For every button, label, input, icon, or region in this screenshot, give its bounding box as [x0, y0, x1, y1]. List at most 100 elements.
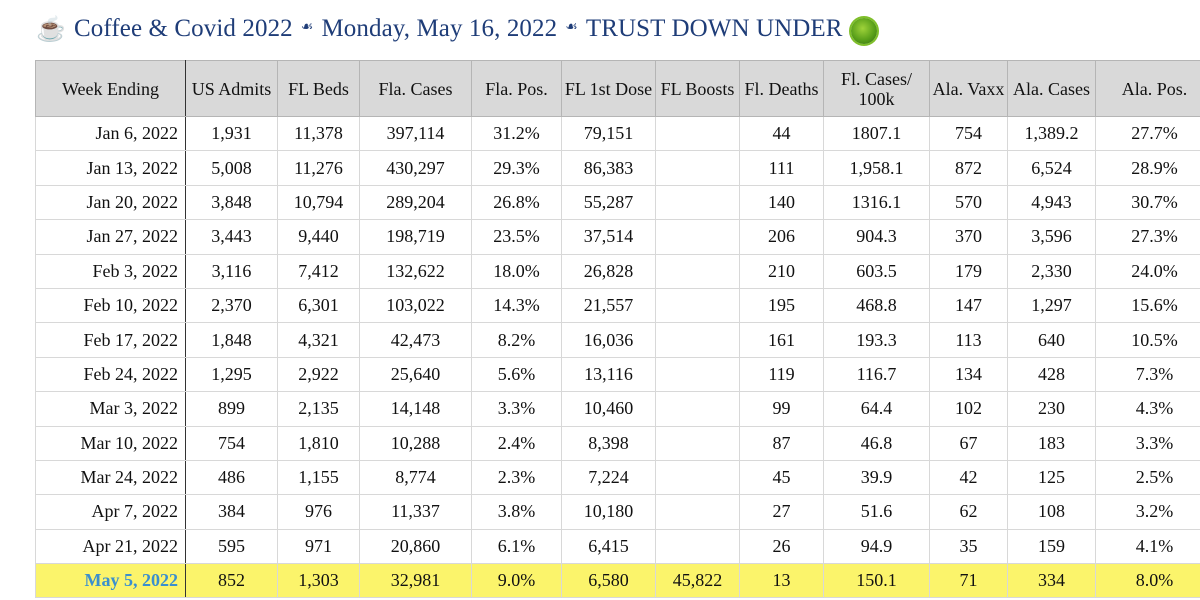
table-cell: 640 — [1007, 322, 1096, 358]
table-cell — [655, 253, 740, 289]
table-cell: 2.4% — [471, 425, 562, 461]
table-cell: 210 — [739, 253, 824, 289]
table-cell: 3.3% — [1095, 425, 1200, 461]
table-cell: 430,297 — [359, 150, 472, 186]
table-cell: 1,155 — [277, 459, 360, 496]
table-cell: 25,640 — [359, 356, 472, 393]
table-cell: 35 — [929, 528, 1008, 565]
column-header: FL Boosts — [655, 60, 740, 117]
table-cell — [655, 287, 740, 324]
table-cell: 971 — [277, 528, 360, 565]
table-cell: 4,943 — [1007, 184, 1096, 221]
table-row: Feb 3, 2022 3,116 7,412 132,622 18.0% 26,828 2… — [35, 253, 1200, 289]
table-cell: 150.1 — [823, 563, 930, 599]
table-cell: 1,295 — [185, 356, 278, 393]
table-cell: 147 — [929, 287, 1008, 324]
table-cell: 6,415 — [561, 528, 656, 565]
table-cell: 94.9 — [823, 528, 930, 565]
week-ending-cell: Apr 21, 2022 — [35, 528, 186, 565]
table-cell: 1,389.2 — [1007, 115, 1096, 152]
table-cell: 6,580 — [561, 563, 656, 599]
table-cell: 4.1% — [1095, 528, 1200, 565]
table-cell: 428 — [1007, 356, 1096, 393]
table-cell: 29.3% — [471, 150, 562, 186]
table-cell: 289,204 — [359, 184, 472, 221]
table-cell: 15.6% — [1095, 287, 1200, 324]
table-cell: 8,774 — [359, 459, 472, 496]
week-ending-cell: Mar 24, 2022 — [35, 459, 186, 496]
table-cell: 1,958.1 — [823, 150, 930, 186]
table-cell: 370 — [929, 219, 1008, 255]
table-cell: 468.8 — [823, 287, 930, 324]
table-cell: 26 — [739, 528, 824, 565]
table-cell — [655, 425, 740, 461]
column-header: Ala. Pos. — [1095, 60, 1200, 117]
table-cell: 2,370 — [185, 287, 278, 324]
table-cell: 10.5% — [1095, 322, 1200, 358]
table-cell: 3,116 — [185, 253, 278, 289]
table-cell: 9.0% — [471, 563, 562, 599]
week-ending-cell: Jan 27, 2022 — [35, 219, 186, 255]
table-cell: 26,828 — [561, 253, 656, 289]
table-cell: 132,622 — [359, 253, 472, 289]
table-cell: 193.3 — [823, 322, 930, 358]
table-cell: 11,378 — [277, 115, 360, 152]
table-cell: 6.1% — [471, 528, 562, 565]
table-cell: 86,383 — [561, 150, 656, 186]
fleuron-icon: ☙ — [565, 19, 578, 35]
table-cell: 103,022 — [359, 287, 472, 324]
title-part-3: TRUST DOWN UNDER — [585, 15, 843, 42]
table-cell: 108 — [1007, 494, 1096, 530]
table-body: Jan 6, 2022 1,931 11,378 397,114 31.2% 79,151… — [35, 115, 1200, 599]
table-cell: 102 — [929, 391, 1008, 427]
table-cell: 3.3% — [471, 391, 562, 427]
table-cell: 13 — [739, 563, 824, 599]
table-cell: 3.8% — [471, 494, 562, 530]
column-header: Fla. Cases — [359, 60, 472, 117]
table-cell: 79,151 — [561, 115, 656, 152]
week-ending-cell: Feb 17, 2022 — [35, 322, 186, 358]
table-cell: 6,301 — [277, 287, 360, 324]
table-cell — [655, 494, 740, 530]
table-cell: 3,443 — [185, 219, 278, 255]
table-cell: 10,180 — [561, 494, 656, 530]
table-cell — [655, 115, 740, 152]
table-cell: 159 — [1007, 528, 1096, 565]
table-cell — [655, 322, 740, 358]
table-row: Apr 21, 2022 595 971 20,860 6.1% 6,415 26 94.9 3… — [35, 528, 1200, 565]
table-cell: 67 — [929, 425, 1008, 461]
table-row: May 5, 2022 852 1,303 32,981 9.0% 6,580 45,822… — [35, 563, 1200, 599]
table-cell: 116.7 — [823, 356, 930, 393]
week-ending-cell: Mar 3, 2022 — [35, 391, 186, 427]
table-cell: 31.2% — [471, 115, 562, 152]
column-header: FL 1st Dose — [561, 60, 656, 117]
table-cell: 8,398 — [561, 425, 656, 461]
table-cell: 45 — [739, 459, 824, 496]
table-cell: 1807.1 — [823, 115, 930, 152]
table-row: Mar 3, 2022 899 2,135 14,148 3.3% 10,460 99 64.… — [35, 391, 1200, 427]
table-cell: 206 — [739, 219, 824, 255]
table-cell: 2,922 — [277, 356, 360, 393]
table-cell: 179 — [929, 253, 1008, 289]
table-cell: 18.0% — [471, 253, 562, 289]
table-cell: 45,822 — [655, 563, 740, 599]
table-cell: 62 — [929, 494, 1008, 530]
table-row: Feb 24, 2022 1,295 2,922 25,640 5.6% 13,116 11… — [35, 356, 1200, 393]
week-ending-cell: Jan 6, 2022 — [35, 115, 186, 152]
table-cell: 3,848 — [185, 184, 278, 221]
column-header: Week Ending — [35, 60, 186, 117]
table-cell: 23.5% — [471, 219, 562, 255]
table-cell: 134 — [929, 356, 1008, 393]
table-cell: 125 — [1007, 459, 1096, 496]
table-row: Jan 13, 2022 5,008 11,276 430,297 29.3% 86,38… — [35, 150, 1200, 186]
table-cell: 3.2% — [1095, 494, 1200, 530]
table-cell: 230 — [1007, 391, 1096, 427]
week-ending-cell: Apr 7, 2022 — [35, 494, 186, 530]
table-cell: 5.6% — [471, 356, 562, 393]
coffee-cup-icon: ☕ — [36, 16, 66, 43]
table-cell: 44 — [739, 115, 824, 152]
title-part-2: Monday, May 16, 2022 — [321, 15, 558, 42]
table-cell — [655, 184, 740, 221]
table-cell: 11,337 — [359, 494, 472, 530]
virus-icon — [850, 18, 877, 44]
